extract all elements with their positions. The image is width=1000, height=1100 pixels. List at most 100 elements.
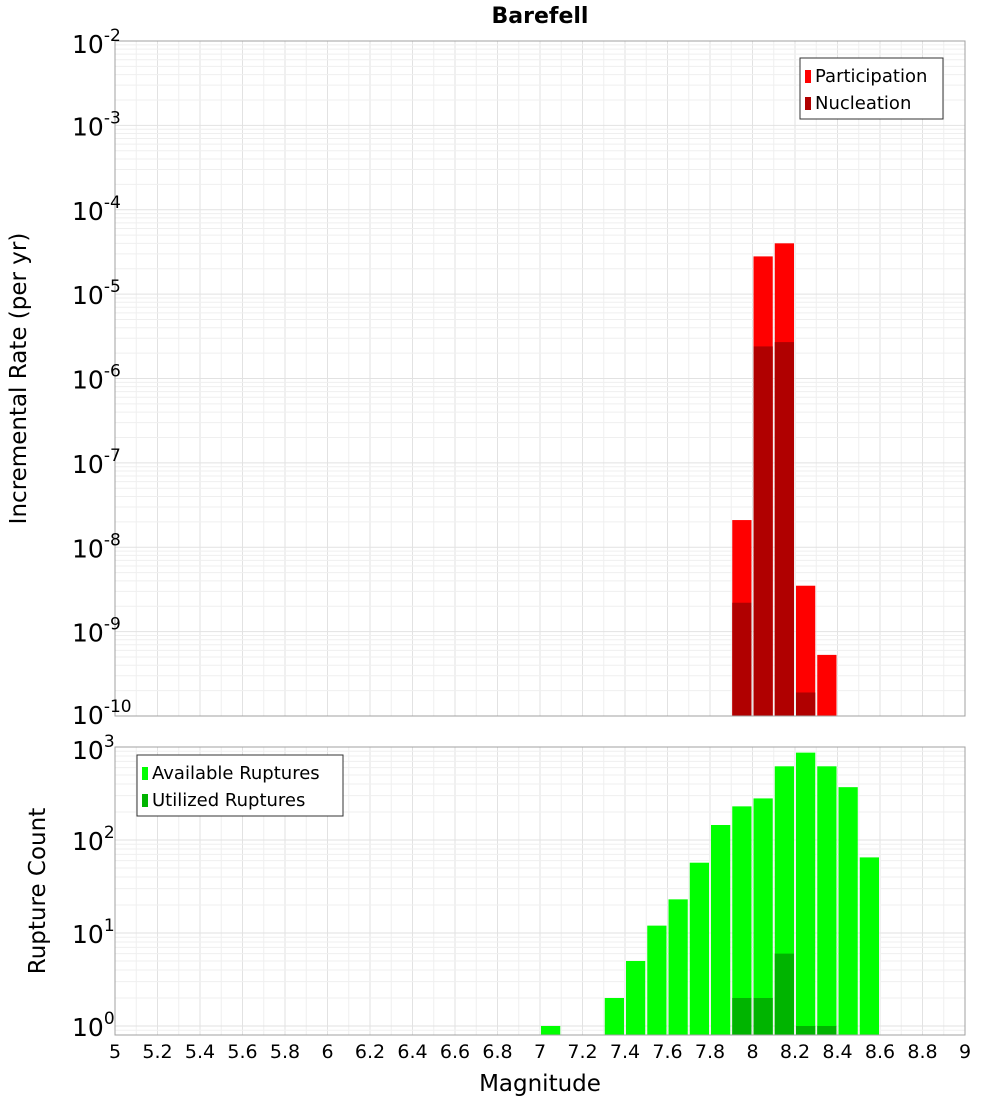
y-tick-exponent: -5 [104, 277, 121, 297]
x-tick-label: 5.8 [270, 1041, 300, 1063]
y-tick-exponent: 1 [104, 916, 115, 936]
y-tick-exponent: 2 [104, 823, 115, 843]
x-tick-label: 6.8 [482, 1041, 512, 1063]
legend: Available Ruptures Utilized Ruptures [136, 754, 344, 817]
bar-available-ruptures [817, 766, 837, 1035]
x-axis-label: Magnitude [479, 1071, 601, 1097]
legend-swatch [142, 767, 148, 780]
x-tick-label: 6.4 [397, 1041, 427, 1063]
plot-frame [114, 746, 966, 1036]
legend-label: Nucleation [815, 93, 911, 114]
legend-label: Available Ruptures [152, 763, 320, 784]
x-tick-label: 7.8 [695, 1041, 725, 1063]
y-tick-base: 10 [72, 30, 104, 59]
y-tick-exponent: -3 [104, 108, 121, 128]
bar-participation [817, 654, 837, 716]
x-tick-label: 7.6 [652, 1041, 682, 1063]
y-tick-label: 10-3 [72, 108, 121, 141]
bar-available-ruptures [711, 824, 731, 1035]
y-tick-base: 10 [72, 619, 104, 648]
x-tick-label: 8 [746, 1041, 758, 1063]
y-tick-exponent: -7 [104, 446, 121, 466]
y-tick-base: 10 [72, 701, 104, 730]
legend-swatch [805, 97, 811, 110]
legend-label: Utilized Ruptures [152, 790, 305, 811]
x-tick-label: 5 [109, 1041, 121, 1063]
x-tick-label: 6.2 [355, 1041, 385, 1063]
y-tick-exponent: -8 [104, 530, 121, 550]
bar-available-ruptures [753, 798, 773, 1035]
panel-0: 10-210-310-410-510-610-710-810-910-10Inc… [6, 4, 966, 730]
y-tick-label: 10-2 [72, 26, 121, 59]
y-tick-label: 102 [72, 823, 115, 856]
y-tick-label: 10-5 [72, 277, 121, 310]
bar-available-ruptures [541, 1025, 561, 1035]
bar-available-ruptures [668, 899, 688, 1035]
y-tick-label: 10-7 [72, 446, 121, 479]
y-tick-exponent: -2 [104, 26, 121, 46]
y-tick-base: 10 [72, 920, 104, 949]
y-tick-exponent: 0 [104, 1009, 115, 1029]
y-tick-exponent: 3 [104, 732, 115, 752]
y-tick-label: 10-9 [72, 615, 121, 648]
bar-participation [796, 585, 816, 716]
y-tick-base: 10 [72, 534, 104, 563]
bar-available-ruptures [859, 857, 879, 1035]
y-tick-label: 101 [72, 916, 115, 949]
chart-title: Barefell [492, 4, 589, 29]
bar-available-ruptures [604, 997, 624, 1035]
y-tick-base: 10 [72, 366, 104, 395]
x-tick-label: 8.4 [822, 1041, 852, 1063]
x-tick-label: 7.2 [567, 1041, 597, 1063]
y-tick-exponent: -9 [104, 615, 121, 635]
y-axis-label: Rupture Count [25, 808, 51, 974]
legend-swatch [142, 794, 148, 807]
x-tick-label: 7.4 [610, 1041, 640, 1063]
bars [732, 243, 837, 717]
x-tick-label: 9 [959, 1041, 971, 1063]
bar-available-ruptures [732, 806, 752, 1035]
legend: Participation Nucleation [799, 57, 944, 120]
bar-available-ruptures [838, 787, 858, 1035]
bar-nucleation [774, 342, 794, 716]
y-tick-label: 103 [72, 732, 115, 765]
x-tick-label: 5.2 [142, 1041, 172, 1063]
bar-nucleation [732, 602, 752, 716]
x-tick-label: 8.6 [865, 1041, 895, 1063]
x-tick-label: 5.6 [227, 1041, 257, 1063]
bar-utilized-ruptures [732, 997, 752, 1035]
y-tick-exponent: -10 [104, 697, 132, 717]
x-tick-label: 7 [534, 1041, 546, 1063]
bar-available-ruptures [647, 925, 667, 1035]
bars [541, 752, 879, 1035]
y-tick-label: 10-6 [72, 362, 121, 395]
bar-utilized-ruptures [796, 1025, 816, 1035]
x-tick-label: 6 [321, 1041, 333, 1063]
legend-box [136, 754, 344, 817]
y-tick-base: 10 [72, 112, 104, 141]
y-tick-base: 10 [72, 736, 104, 765]
bar-available-ruptures [626, 960, 646, 1035]
legend-swatch [805, 70, 811, 83]
bar-utilized-ruptures [753, 997, 773, 1035]
y-tick-base: 10 [72, 1013, 104, 1042]
y-tick-base: 10 [72, 197, 104, 226]
y-tick-label: 100 [72, 1009, 115, 1042]
x-tick-label: 8.8 [907, 1041, 937, 1063]
bar-nucleation [753, 346, 773, 716]
y-tick-exponent: -6 [104, 362, 121, 382]
grid [114, 40, 966, 717]
x-tick-label: 6.6 [440, 1041, 470, 1063]
legend-label: Participation [815, 66, 927, 87]
bar-nucleation [796, 692, 816, 716]
y-tick-base: 10 [72, 827, 104, 856]
y-tick-label: 10-10 [72, 697, 132, 730]
y-axis-label: Incremental Rate (per yr) [6, 233, 32, 525]
bar-available-ruptures [689, 862, 709, 1035]
bar-utilized-ruptures [774, 953, 794, 1035]
bar-available-ruptures [796, 752, 816, 1035]
legend-box [799, 57, 944, 120]
plot-frame [114, 40, 966, 717]
